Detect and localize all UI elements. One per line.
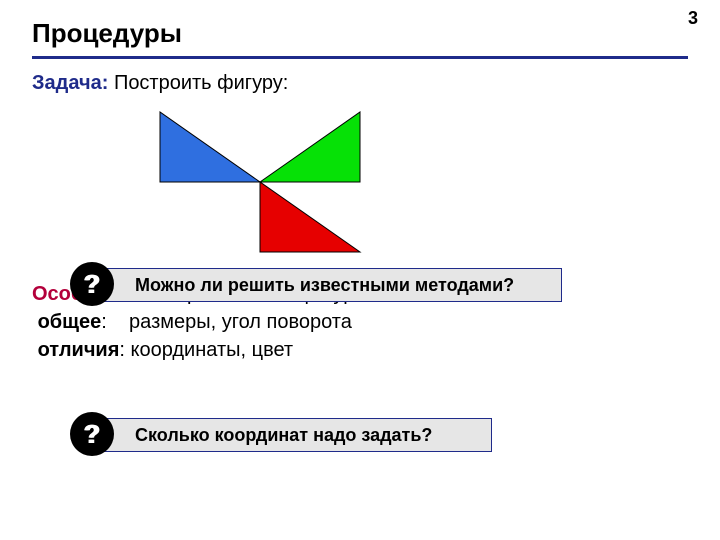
page-number: 3 (688, 8, 698, 29)
task-label: Задача: (32, 72, 108, 94)
diff-label: отличия (38, 339, 120, 361)
common-label: общее (38, 311, 102, 333)
callout-text-2: Сколько координат надо задать? (135, 425, 432, 446)
question-icon: ? (70, 262, 114, 306)
callout-text-1: Можно ли решить известными методами? (135, 275, 514, 296)
question-icon: ? (70, 412, 114, 456)
callout-box-1: Можно ли решить известными методами? (92, 268, 562, 302)
task-line: Задача: Построить фигуру: (32, 72, 288, 95)
triangle-blue (160, 112, 260, 182)
triangle-red (260, 182, 360, 252)
title-rule (32, 56, 688, 59)
diff-text: : координаты, цвет (119, 339, 293, 361)
triangles-figure (150, 102, 380, 262)
common-text: : размеры, угол поворота (101, 311, 352, 333)
task-text: Построить фигуру: (114, 72, 288, 94)
callout-box-2: Сколько координат надо задать? (92, 418, 492, 452)
page-title: Процедуры (32, 18, 182, 49)
triangle-green (260, 112, 360, 182)
